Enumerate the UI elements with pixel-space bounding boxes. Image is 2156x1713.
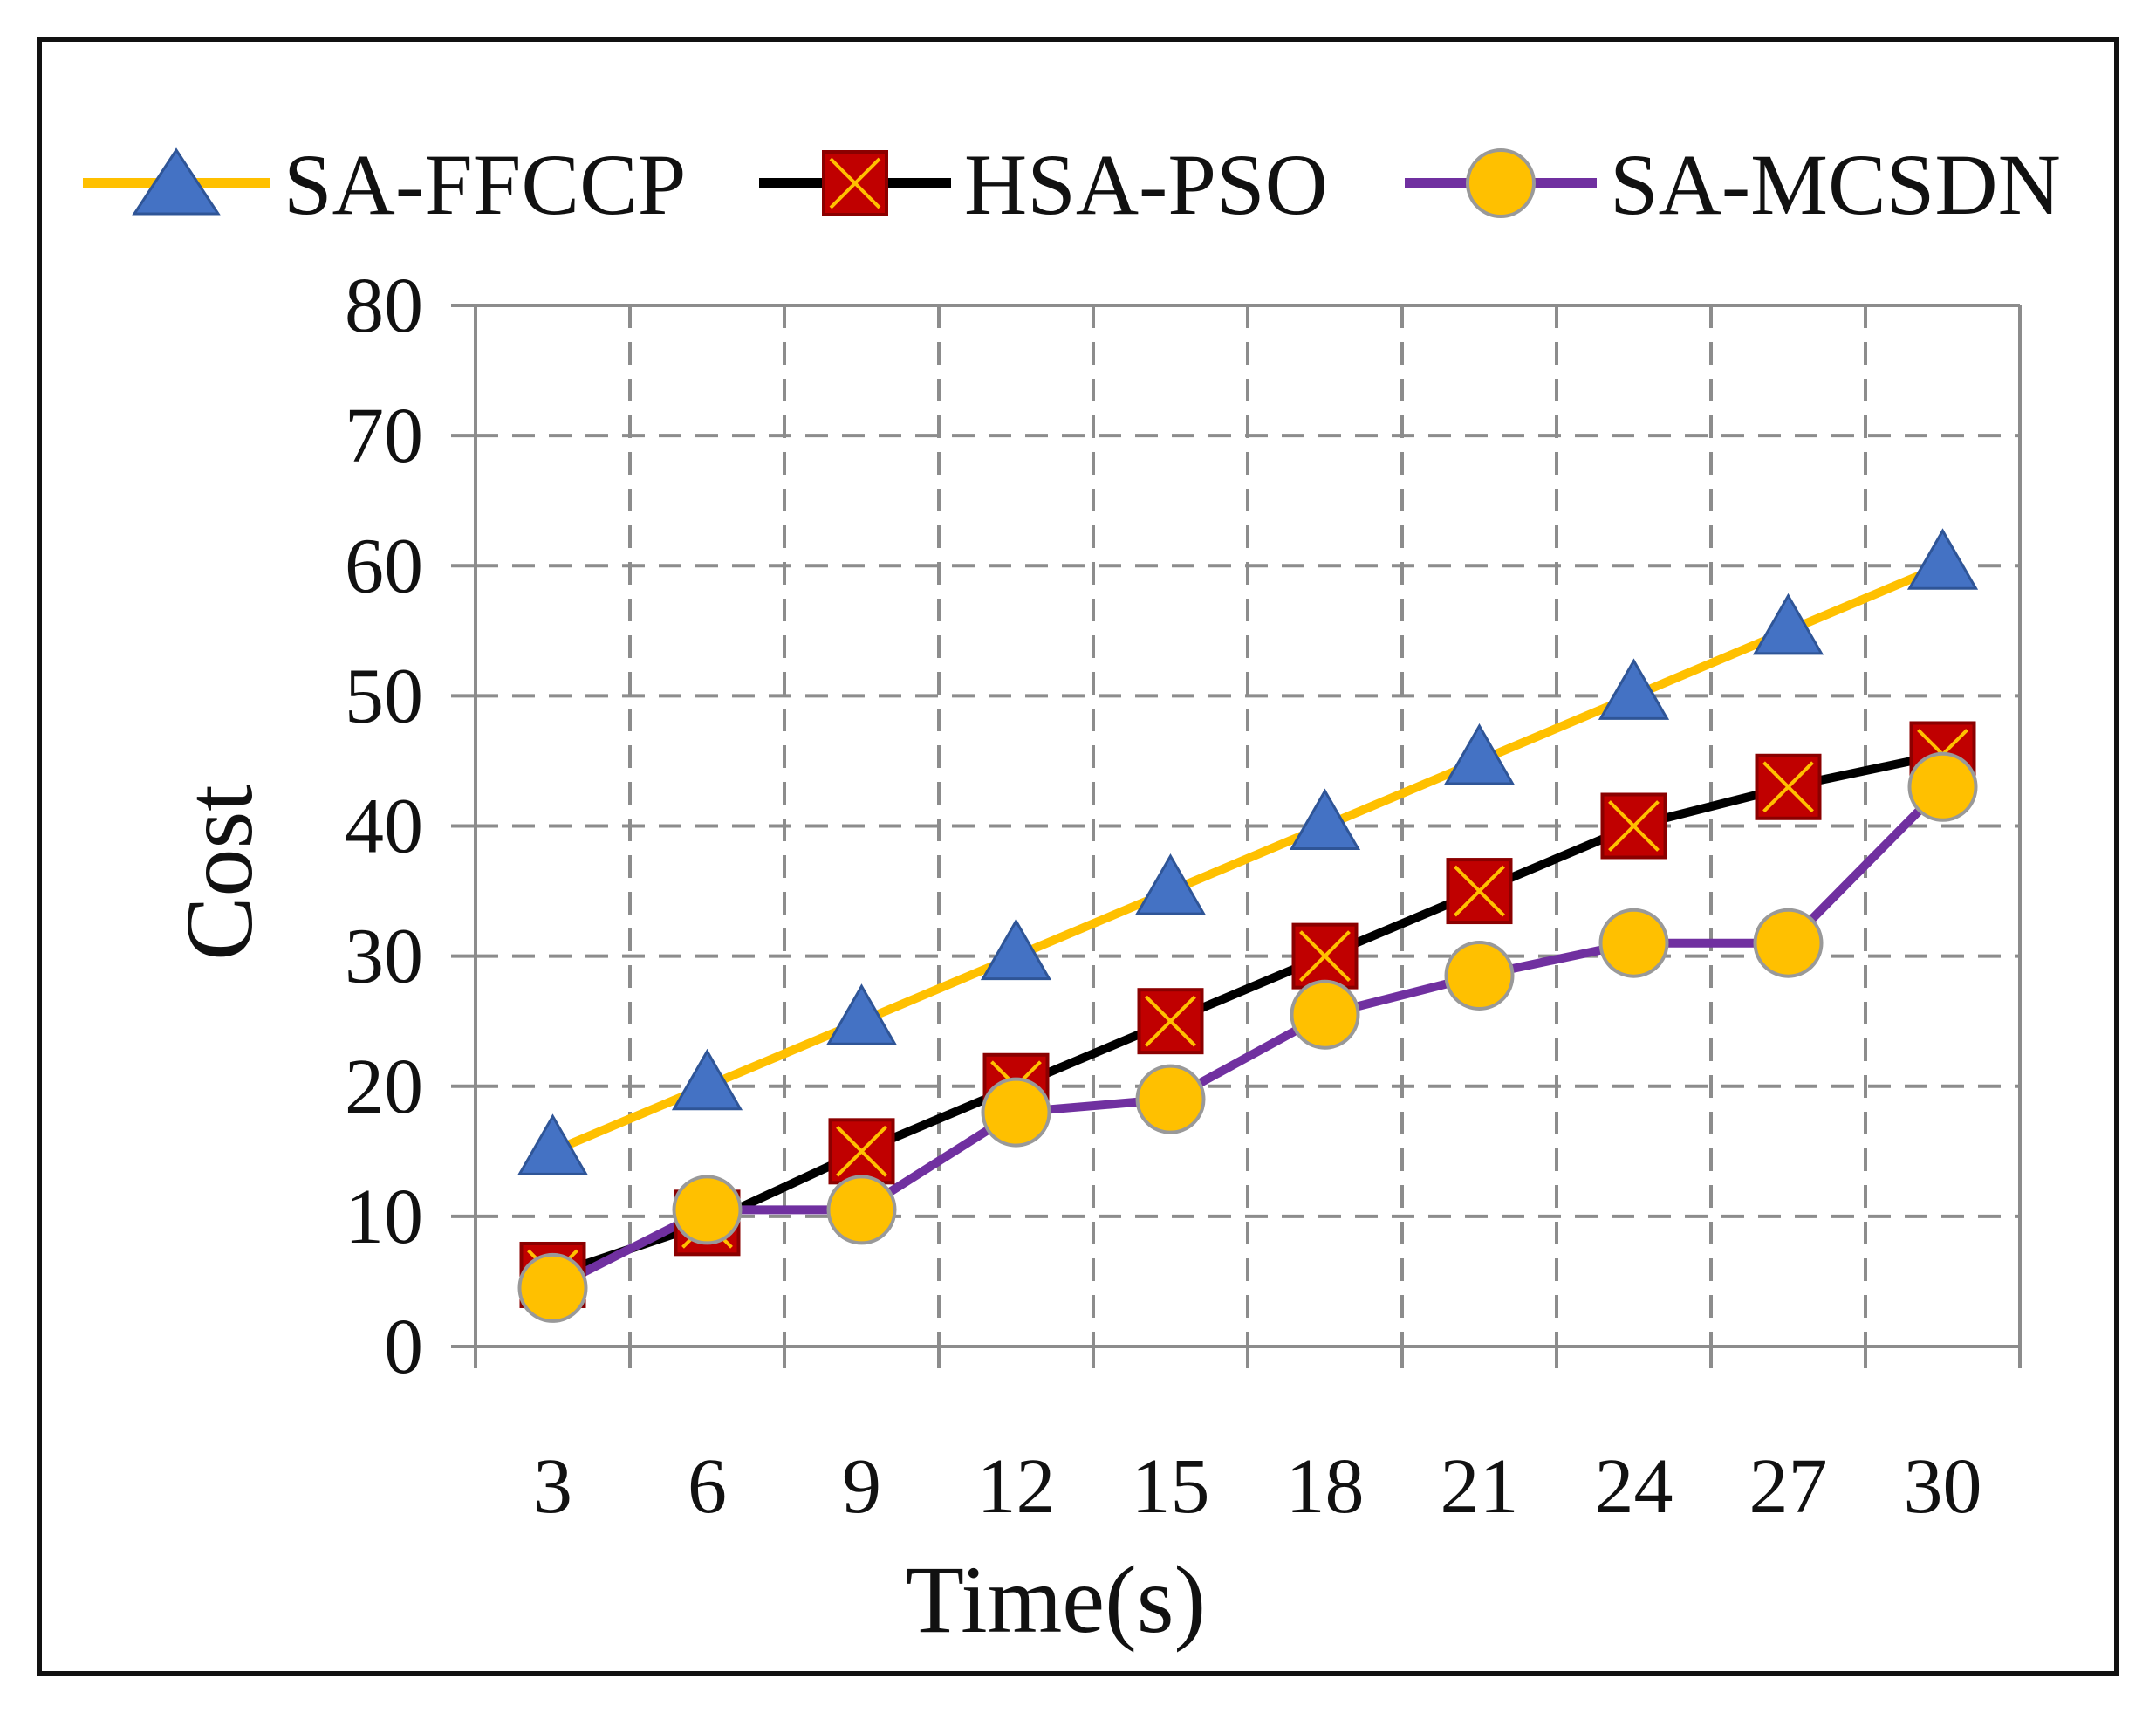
data-point-sa-ffccp <box>671 1048 743 1111</box>
data-point-sa-mcsdn <box>1753 908 1824 978</box>
data-point-sa-ffccp <box>980 918 1052 981</box>
x-tick-label: 21 <box>1441 1443 1519 1530</box>
marker-x-stroke <box>1299 930 1351 983</box>
data-point-sa-mcsdn <box>1444 940 1515 1011</box>
x-tick-label: 24 <box>1595 1443 1673 1530</box>
data-point-sa-ffccp <box>1443 723 1516 785</box>
data-point-sa-mcsdn <box>1135 1064 1206 1134</box>
data-point-hsa-pso <box>1137 988 1204 1055</box>
y-axis-title: Cost <box>166 785 272 961</box>
data-point-hsa-pso <box>828 1118 895 1185</box>
legend-marker-sa-ffccp <box>132 147 221 216</box>
series-lines <box>551 561 1947 1292</box>
x-tick-labels: 3 6 9 12 15 18 21 24 27 30 <box>533 1443 1982 1530</box>
data-point-sa-ffccp <box>1752 593 1824 655</box>
x-tick-label: 30 <box>1904 1443 1982 1530</box>
x-tick-label: 18 <box>1286 1443 1365 1530</box>
series-line-sa-ffccp <box>551 561 1945 1155</box>
data-point-sa-ffccp <box>1598 658 1670 720</box>
y-tick-label: 20 <box>345 1044 423 1130</box>
axes <box>451 304 2022 1368</box>
data-point-hsa-pso <box>1755 753 1822 820</box>
y-tick-label: 60 <box>345 523 423 609</box>
y-tick-label: 30 <box>345 914 423 1000</box>
marker-x-stroke <box>829 157 881 209</box>
data-point-sa-mcsdn <box>1290 979 1360 1050</box>
legend-marker-hsa-pso <box>822 150 888 216</box>
x-tick-label: 6 <box>688 1443 727 1530</box>
y-tick-label: 50 <box>345 653 423 739</box>
data-point-sa-mcsdn <box>826 1175 897 1245</box>
x-tick-label: 15 <box>1132 1443 1210 1530</box>
y-tick-label: 70 <box>345 393 423 479</box>
series-line-sa-mcsdn <box>551 784 1947 1292</box>
legend-label-hsa-pso: HSA-PSO <box>964 136 1328 233</box>
legend-label-sa-mcsdn: SA-MCSDN <box>1610 136 2061 233</box>
y-tick-label: 10 <box>345 1174 423 1260</box>
data-point-hsa-pso <box>1446 858 1513 925</box>
x-tick-label: 3 <box>533 1443 572 1530</box>
y-tick-label: 80 <box>345 263 423 349</box>
data-point-hsa-pso <box>1291 922 1359 990</box>
marker-x-stroke <box>1608 800 1660 852</box>
legend-marker-square <box>822 150 888 216</box>
chart-border <box>37 37 2119 1676</box>
x-tick-label: 12 <box>977 1443 1056 1530</box>
data-point-sa-ffccp <box>1289 788 1361 850</box>
marker-x-stroke <box>836 1125 887 1177</box>
legend-item-hsa-pso: HSA-PSO <box>759 136 1328 233</box>
marker-x-stroke <box>1145 995 1196 1047</box>
data-point-sa-ffccp <box>1134 853 1207 915</box>
legend-label-sa-ffccp: SA-FFCCP <box>284 136 686 233</box>
series-markers <box>517 528 1979 1323</box>
data-point-sa-mcsdn <box>1907 751 1978 822</box>
y-tick-label: 0 <box>384 1304 423 1390</box>
x-axis-title: Time(s) <box>906 1546 1206 1653</box>
marker-x-stroke <box>1454 865 1505 917</box>
data-point-sa-mcsdn <box>981 1077 1051 1148</box>
x-tick-label: 27 <box>1749 1443 1828 1530</box>
data-point-sa-ffccp <box>825 983 898 1045</box>
legend-item-sa-mcsdn: SA-MCSDN <box>1405 136 2061 233</box>
data-point-sa-ffccp <box>517 1113 589 1175</box>
marker-x-stroke <box>1762 761 1814 813</box>
plot-area: 0 10 20 30 40 50 60 70 80 3 6 9 12 15 18 21 24 27 30 <box>345 263 2022 1530</box>
x-tick-label: 9 <box>842 1443 881 1530</box>
data-point-sa-ffccp <box>1906 528 1979 590</box>
data-point-sa-mcsdn <box>672 1175 743 1245</box>
legend: SA-FFCCP HSA-PSO SA-MCSDN <box>83 136 2061 233</box>
legend-item-sa-ffccp: SA-FFCCP <box>83 136 686 233</box>
y-tick-label: 40 <box>345 784 423 870</box>
legend-marker-sa-mcsdn <box>1466 148 1536 218</box>
data-point-sa-mcsdn <box>1598 908 1669 978</box>
y-tick-labels: 0 10 20 30 40 50 60 70 80 <box>345 263 423 1390</box>
series-line-hsa-pso <box>551 750 1944 1279</box>
data-point-sa-mcsdn <box>517 1252 588 1323</box>
data-point-hsa-pso <box>1600 792 1667 860</box>
